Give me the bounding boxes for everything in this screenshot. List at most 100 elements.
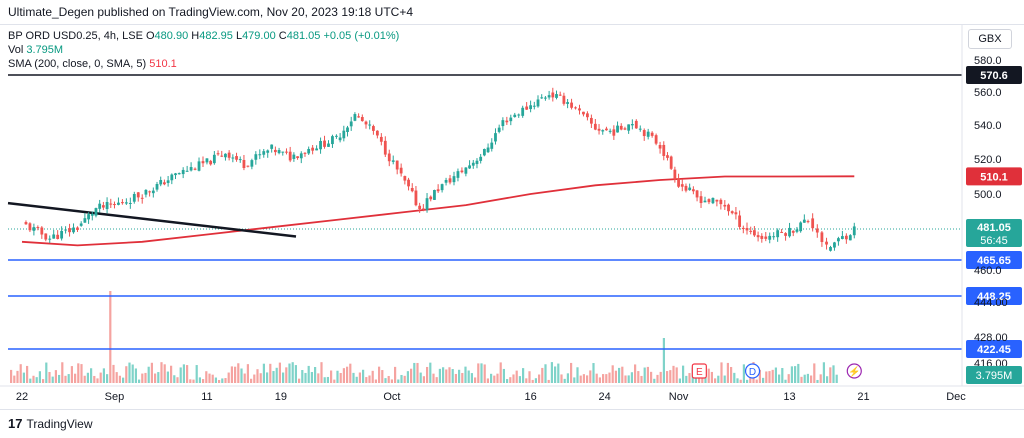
- candles-layer: [24, 87, 856, 252]
- candle-body: [101, 205, 105, 208]
- volume-bar: [368, 375, 371, 383]
- candle-body: [669, 156, 673, 169]
- candle-body: [699, 196, 703, 204]
- volume-bar: [624, 375, 627, 383]
- volume-bar: [541, 367, 544, 383]
- candle-body: [582, 111, 585, 115]
- volume-bar: [240, 368, 243, 383]
- candle-body: [555, 94, 558, 98]
- candle-body: [277, 150, 281, 154]
- price-tick-label: 540.0: [974, 120, 1002, 132]
- volume-bar: [22, 372, 25, 383]
- candle-body: [658, 145, 662, 149]
- candle-body: [242, 159, 246, 169]
- volume-bar: [554, 366, 557, 383]
- volume-bar: [429, 362, 432, 383]
- volume-bar: [794, 366, 797, 383]
- candle-body: [494, 133, 497, 142]
- bar-countdown-label: 56:45: [980, 235, 1008, 247]
- candle-body: [764, 236, 768, 239]
- candle-body: [562, 95, 566, 104]
- volume-bar: [653, 378, 656, 383]
- ohlc-l-label: L: [235, 30, 243, 42]
- candle-body: [357, 116, 361, 118]
- volume-axis-label-bg: [966, 366, 1022, 384]
- candle-body: [331, 136, 334, 145]
- tradingview-logo[interactable]: 17 TradingView: [8, 416, 93, 431]
- candle-body: [837, 238, 840, 242]
- ohlc-low: 479.00: [242, 30, 276, 42]
- volume-bar: [445, 369, 448, 383]
- time-tick-label: 11: [201, 391, 212, 403]
- candle-body: [197, 161, 201, 171]
- candle-body: [680, 184, 684, 187]
- candle-body: [181, 169, 185, 175]
- candle-body: [429, 196, 433, 200]
- volume-bar: [74, 373, 77, 383]
- volume-bar: [570, 362, 573, 383]
- volume-bar: [627, 375, 630, 383]
- candle-body: [544, 97, 547, 99]
- candle-body: [212, 154, 216, 164]
- volume-bar: [762, 377, 765, 383]
- volume-bar: [323, 377, 326, 383]
- candle-body: [170, 174, 174, 181]
- volume-bar: [614, 370, 617, 383]
- candle-body: [418, 205, 422, 210]
- candle-body: [619, 125, 623, 130]
- candle-body: [121, 202, 124, 204]
- candle-body: [64, 229, 67, 231]
- volume-bar: [346, 366, 349, 383]
- candle-body: [521, 107, 525, 116]
- axes-layer: 580.0 560.0 540.0 520.0 500.0 460.0 444.00 428.…: [0, 24, 1024, 403]
- candle-body: [436, 189, 440, 192]
- footer-bar: [0, 409, 1024, 438]
- candle-body: [574, 107, 577, 109]
- candle-body: [448, 178, 452, 183]
- volume-bar: [797, 363, 800, 383]
- currency-button[interactable]: GBX: [968, 29, 1012, 49]
- price-tick-label: 520.0: [974, 154, 1002, 166]
- candle-body: [844, 235, 848, 240]
- volume-bar: [352, 372, 355, 383]
- symbol-label[interactable]: BP ORD USD0.25, 4h, LSE: [8, 30, 143, 42]
- volume-bar: [800, 376, 803, 383]
- volume-bar: [646, 366, 649, 383]
- horizontal-level-label: 465.65: [977, 255, 1011, 267]
- event-marker-label: D: [749, 367, 756, 378]
- sma-label[interactable]: SMA (200, close, 0, SMA, 5): [8, 58, 147, 70]
- candle-body: [833, 242, 836, 248]
- volume-bar: [86, 372, 89, 383]
- volume-bar: [470, 373, 473, 383]
- volume-bar: [134, 368, 137, 383]
- ohlc-c-label: C: [278, 30, 287, 42]
- candle-body: [482, 149, 486, 156]
- volume-bar: [64, 375, 67, 383]
- volume-bar: [813, 363, 816, 383]
- volume-label[interactable]: Vol: [8, 44, 24, 56]
- ohlc-o-label: O: [145, 30, 155, 42]
- volume-bar: [390, 379, 393, 383]
- volume-bar: [314, 367, 317, 383]
- candle-body: [109, 203, 113, 205]
- volume-bar: [442, 367, 445, 383]
- candle-body: [262, 151, 266, 155]
- candle-body: [193, 168, 197, 170]
- candle-body: [695, 190, 699, 198]
- candle-body: [185, 170, 189, 172]
- chart-legend: BP ORD USD0.25, 4h, LSE O480.90 H482.95 …: [8, 30, 399, 72]
- volume-bar: [256, 369, 259, 383]
- volume-bar: [70, 366, 73, 383]
- candle-body: [140, 197, 144, 199]
- candle-body: [387, 153, 391, 162]
- price-tick-label: 460.0: [974, 265, 1002, 277]
- volume-bar: [678, 378, 681, 383]
- candle-body: [254, 154, 258, 160]
- candle-body: [558, 94, 562, 96]
- volume-bar: [166, 371, 169, 383]
- volume-bar: [400, 374, 403, 383]
- candle-body: [715, 199, 719, 202]
- volume-bar: [339, 372, 342, 383]
- candle-body: [410, 188, 414, 192]
